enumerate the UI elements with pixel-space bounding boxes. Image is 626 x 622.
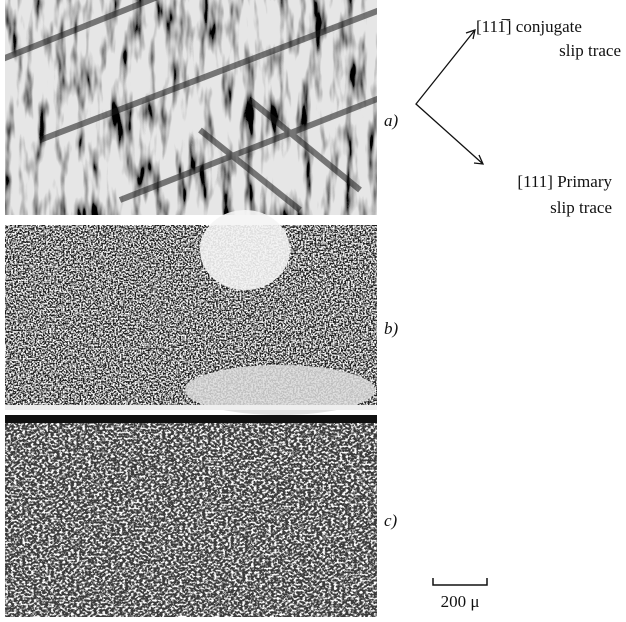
annotation: slip trace bbox=[550, 198, 612, 217]
scale-bar bbox=[433, 578, 487, 585]
arrows bbox=[416, 30, 483, 164]
panel-label: c) bbox=[384, 511, 398, 530]
micrograph-c bbox=[5, 415, 377, 617]
figure: a) b) c) [111̅] conjugate slip trace [11… bbox=[0, 0, 626, 617]
panel-label: a) bbox=[384, 111, 399, 130]
annotation: [111] Primary bbox=[517, 172, 612, 191]
micrograph-a bbox=[0, 0, 400, 215]
scale-label: 200 μ bbox=[441, 592, 480, 611]
annotation: slip trace bbox=[559, 41, 621, 60]
micrograph-b bbox=[5, 210, 377, 415]
panel-label: b) bbox=[384, 319, 399, 338]
annotation: [111̅] conjugate bbox=[476, 17, 582, 36]
